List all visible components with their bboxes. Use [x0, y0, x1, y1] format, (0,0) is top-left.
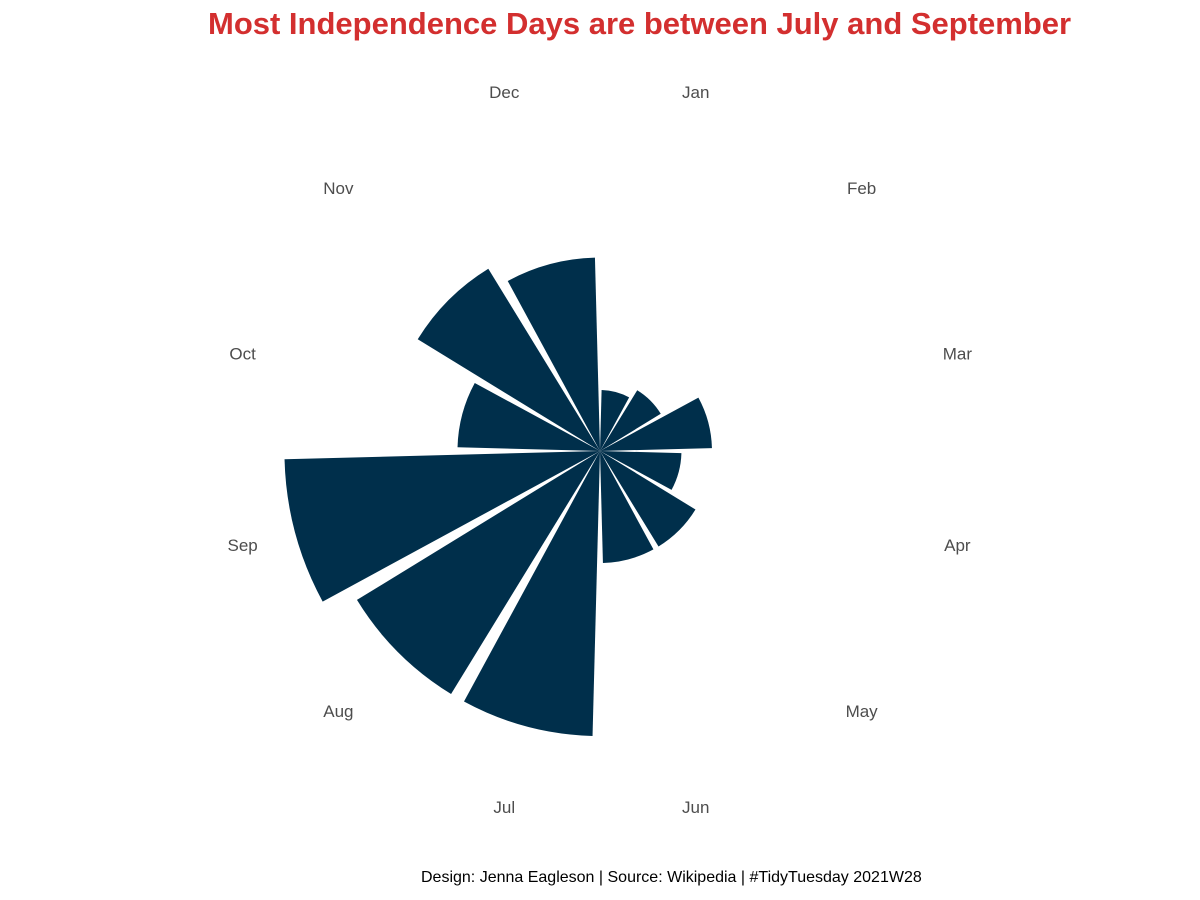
month-label-jun: Jun [682, 798, 709, 817]
month-label-nov: Nov [323, 179, 354, 198]
month-label-dec: Dec [489, 83, 520, 102]
month-label-apr: Apr [944, 536, 971, 555]
bar-aug [356, 451, 600, 695]
bar-mar [600, 397, 712, 451]
bar-sep [284, 451, 600, 602]
chart-caption: Design: Jenna Eagleson | Source: Wikiped… [421, 869, 922, 886]
bar-jul [463, 451, 600, 736]
bar-may [600, 451, 696, 547]
month-label-oct: Oct [229, 345, 256, 364]
month-label-jan: Jan [682, 83, 709, 102]
chart-title: Most Independence Days are between July … [208, 6, 1072, 41]
bar-apr [600, 451, 682, 490]
bar-oct [457, 383, 600, 451]
bar-feb [600, 390, 661, 451]
month-label-sep: Sep [227, 536, 257, 555]
month-label-may: May [846, 702, 879, 721]
month-label-mar: Mar [943, 345, 973, 364]
bar-jan [600, 389, 630, 451]
bars-layer [284, 257, 712, 736]
month-labels: Jan Feb Mar Apr May Jun Jul Aug Sep Oct Nov Dec [227, 83, 972, 817]
bar-jun [600, 451, 654, 563]
month-label-aug: Aug [323, 702, 353, 721]
bar-dec [507, 257, 600, 451]
bar-nov [417, 268, 600, 451]
month-label-feb: Feb [847, 179, 876, 198]
month-label-jul: Jul [493, 798, 515, 817]
